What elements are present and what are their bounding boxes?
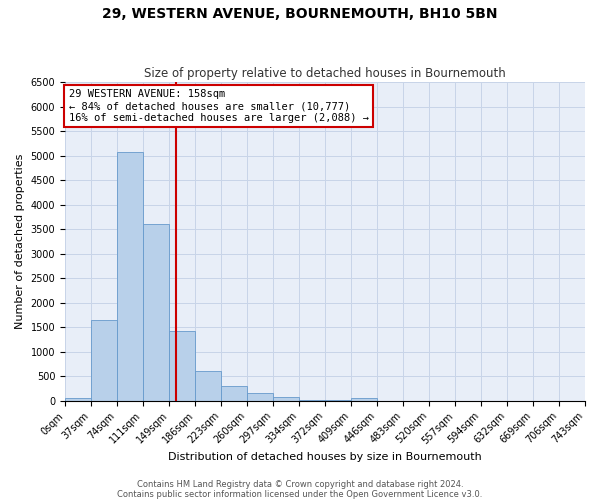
Bar bbox=[195, 371, 221, 401]
Text: 29 WESTERN AVENUE: 158sqm
← 84% of detached houses are smaller (10,777)
16% of s: 29 WESTERN AVENUE: 158sqm ← 84% of detac… bbox=[68, 90, 368, 122]
Bar bbox=[91, 320, 117, 401]
X-axis label: Distribution of detached houses by size in Bournemouth: Distribution of detached houses by size … bbox=[168, 452, 482, 462]
Bar bbox=[117, 152, 143, 401]
Bar bbox=[143, 224, 169, 401]
Bar bbox=[169, 331, 195, 401]
Title: Size of property relative to detached houses in Bournemouth: Size of property relative to detached ho… bbox=[144, 66, 506, 80]
Text: Contains HM Land Registry data © Crown copyright and database right 2024.
Contai: Contains HM Land Registry data © Crown c… bbox=[118, 480, 482, 499]
Y-axis label: Number of detached properties: Number of detached properties bbox=[15, 154, 25, 329]
Bar bbox=[65, 398, 91, 401]
Text: 29, WESTERN AVENUE, BOURNEMOUTH, BH10 5BN: 29, WESTERN AVENUE, BOURNEMOUTH, BH10 5B… bbox=[102, 8, 498, 22]
Bar bbox=[221, 386, 247, 401]
Bar bbox=[351, 398, 377, 401]
Bar bbox=[273, 397, 299, 401]
Bar bbox=[247, 394, 273, 401]
Bar bbox=[299, 400, 325, 401]
